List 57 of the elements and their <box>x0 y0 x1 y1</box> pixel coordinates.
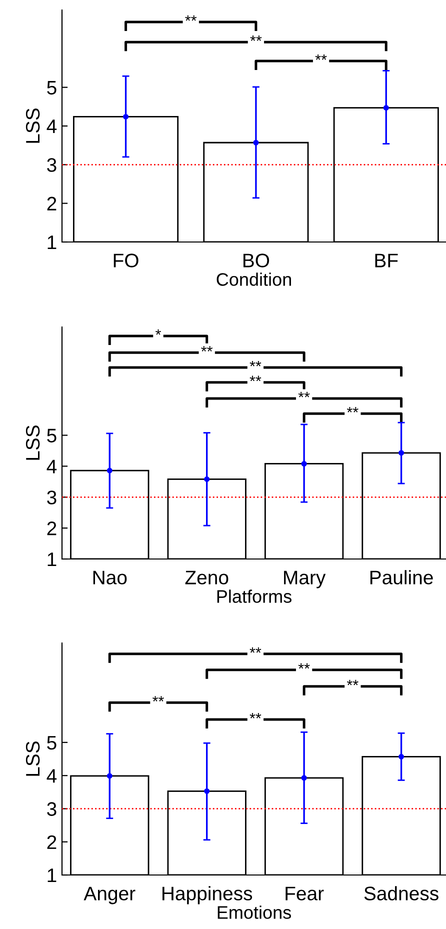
point <box>301 460 307 467</box>
y-tick-label: 2 <box>47 196 56 210</box>
point <box>204 788 210 794</box>
annotation: ** <box>250 36 262 41</box>
x-tick-label: Zeno <box>185 570 228 584</box>
y-tick-label: 3 <box>47 158 56 172</box>
x-tick-label: Nao <box>93 570 127 584</box>
annotation: ** <box>315 54 327 60</box>
y-tick-label: 5 <box>47 81 56 95</box>
annotation: ** <box>250 647 262 653</box>
y-tick-label: 4 <box>46 120 57 134</box>
annotation: ** <box>346 407 358 412</box>
point <box>398 754 404 760</box>
point <box>253 140 259 146</box>
x-tick-label: Pauline <box>370 570 433 584</box>
y-axis-title: LSS <box>26 742 40 776</box>
annotation: ** <box>250 360 262 366</box>
y-axis-title: LSS <box>26 426 40 460</box>
y-tick-label: 1 <box>48 236 56 250</box>
x-axis-title: Platforms <box>217 590 292 603</box>
point <box>398 450 404 456</box>
x-tick-label: Fear <box>286 886 324 900</box>
point <box>204 476 210 482</box>
x-tick-label: FO <box>114 254 138 268</box>
y-tick-label: 3 <box>47 490 56 504</box>
point <box>106 468 112 474</box>
annotation: ** <box>298 663 310 669</box>
point <box>301 775 307 781</box>
point <box>106 773 112 779</box>
x-tick-label: Happiness <box>162 886 252 904</box>
annotation: ** <box>250 376 262 382</box>
x-tick-label: BO <box>244 254 270 268</box>
point <box>383 105 389 111</box>
y-tick-label: 5 <box>47 736 56 750</box>
y-tick-label: 5 <box>47 428 56 443</box>
x-axis-title: Emotions <box>218 906 291 919</box>
y-tick-label: 2 <box>47 835 56 849</box>
annotation: * <box>156 329 161 335</box>
annotation: ** <box>298 392 310 398</box>
y-axis-title: LSS <box>26 108 40 143</box>
annotation: ** <box>250 713 262 718</box>
y-tick-label: 1 <box>48 552 56 566</box>
x-tick-label: Anger <box>84 886 136 904</box>
y-tick-label: 1 <box>48 868 56 882</box>
point <box>123 114 129 120</box>
x-tick-label: Mary <box>284 570 326 588</box>
y-tick-label: 4 <box>46 460 57 474</box>
y-tick-label: 3 <box>47 802 56 816</box>
y-tick-label: 4 <box>46 769 57 783</box>
y-tick-label: 2 <box>47 522 56 536</box>
x-tick-label: Sadness <box>364 886 438 900</box>
x-tick-label: BF <box>375 254 398 268</box>
annotation: ** <box>152 696 164 702</box>
annotation: ** <box>201 346 213 352</box>
annotation: ** <box>346 680 358 686</box>
x-axis-title: Condition <box>216 272 291 286</box>
annotation: ** <box>185 15 197 21</box>
